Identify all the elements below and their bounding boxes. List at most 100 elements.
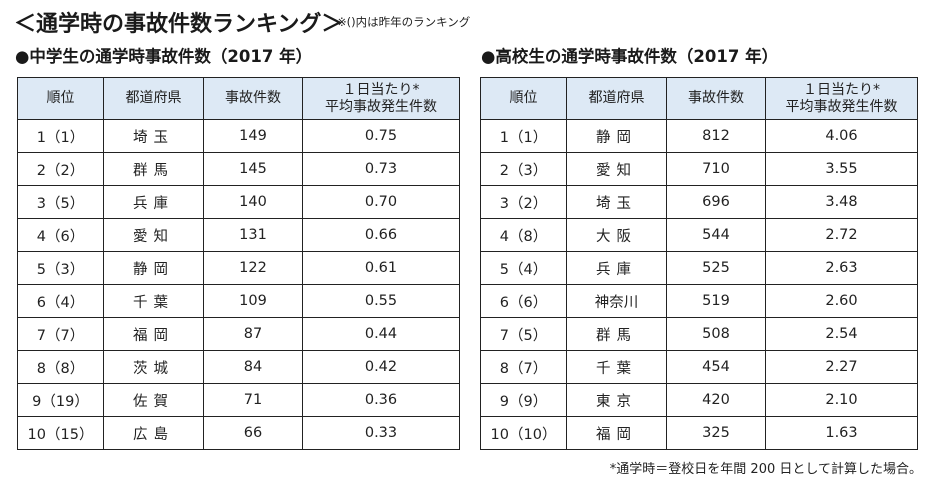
daily-average-cell: 2.60 [765,284,918,318]
daily-average-cell: 4.06 [765,119,918,153]
rank-cell: 6（4） [17,284,104,318]
daily-average-cell: 0.36 [302,383,460,417]
daily-average-cell: 2.10 [765,383,918,417]
count-cell: 710 [666,152,766,186]
prefecture-cell: 兵庫 [103,185,204,219]
count-cell: 71 [203,383,303,417]
count-cell: 544 [666,218,766,252]
daily-average-cell: 2.27 [765,350,918,384]
count-cell: 87 [203,317,303,351]
prefecture-cell: 神奈川 [566,284,667,318]
header-avg-line2: 平均事故発生件数 [785,98,898,115]
high-school-rows: 1（1） 静岡 812 4.06 2（3） 愛知 710 3.55 3（2） 埼玉 696 3.48 4… [480,119,918,450]
rank-cell: 7（7） [17,317,104,351]
header-daily-average: １日当たり* 平均事故発生件数 [765,77,918,120]
daily-average-cell: 3.55 [765,152,918,186]
count-cell: 508 [666,317,766,351]
prefecture-cell: 福岡 [103,317,204,351]
rank-cell: 4（8） [480,218,567,252]
rank-cell: 5（4） [480,251,567,285]
count-cell: 84 [203,350,303,384]
table-row: 6（4） 千葉 109 0.55 [17,284,460,318]
prefecture-cell: 茨城 [103,350,204,384]
count-cell: 131 [203,218,303,252]
count-cell: 109 [203,284,303,318]
table-row: 5（4） 兵庫 525 2.63 [480,251,918,285]
count-cell: 122 [203,251,303,285]
count-cell: 812 [666,119,766,153]
daily-average-cell: 0.70 [302,185,460,219]
count-cell: 66 [203,416,303,450]
junior-high-table-title: ●中学生の通学時事故件数（2017 年） [15,47,313,66]
rank-cell: 1（1） [480,119,567,153]
table-row: 1（1） 静岡 812 4.06 [480,119,918,153]
table-header-row: 順位 都道府県 事故件数 １日当たり* 平均事故発生件数 [480,77,918,120]
rank-cell: 4（6） [17,218,104,252]
junior-high-rows: 1（1） 埼玉 149 0.75 2（2） 群馬 145 0.73 3（5） 兵庫 140 0.70 4… [17,119,460,450]
daily-average-cell: 1.63 [765,416,918,450]
prefecture-cell: 佐賀 [103,383,204,417]
footnote: *通学時＝登校日を年間 200 日として計算した場合。 [609,462,922,477]
rank-cell: 10（15） [17,416,104,450]
daily-average-cell: 0.55 [302,284,460,318]
rank-cell: 3（2） [480,185,567,219]
count-cell: 420 [666,383,766,417]
page-title: ＜通学時の事故件数ランキング＞ [14,12,344,37]
prefecture-cell: 福岡 [566,416,667,450]
table-row: 1（1） 埼玉 149 0.75 [17,119,460,153]
table-row: 2（2） 群馬 145 0.73 [17,152,460,186]
header-rank: 順位 [17,77,104,120]
rank-cell: 10（10） [480,416,567,450]
rank-cell: 3（5） [17,185,104,219]
count-cell: 145 [203,152,303,186]
rank-cell: 8（7） [480,350,567,384]
count-cell: 525 [666,251,766,285]
rank-cell: 6（6） [480,284,567,318]
count-cell: 454 [666,350,766,384]
rank-cell: 2（2） [17,152,104,186]
daily-average-cell: 0.75 [302,119,460,153]
table-row: 8（7） 千葉 454 2.27 [480,350,918,384]
table-row: 3（2） 埼玉 696 3.48 [480,185,918,219]
daily-average-cell: 0.33 [302,416,460,450]
table-row: 4（8） 大阪 544 2.72 [480,218,918,252]
rank-cell: 8（8） [17,350,104,384]
high-school-table: 順位 都道府県 事故件数 １日当たり* 平均事故発生件数 1（1） 静岡 812 4.… [480,77,918,450]
prefecture-cell: 静岡 [566,119,667,153]
daily-average-cell: 2.72 [765,218,918,252]
table-row: 4（6） 愛知 131 0.66 [17,218,460,252]
prefecture-cell: 群馬 [566,317,667,351]
prefecture-cell: 愛知 [103,218,204,252]
header-prefecture: 都道府県 [566,77,667,120]
table-row: 6（6） 神奈川 519 2.60 [480,284,918,318]
table-row: 5（3） 静岡 122 0.61 [17,251,460,285]
prefecture-cell: 群馬 [103,152,204,186]
prefecture-cell: 大阪 [566,218,667,252]
table-row: 7（7） 福岡 87 0.44 [17,317,460,351]
rank-cell: 9（19） [17,383,104,417]
table-row: 9（19） 佐賀 71 0.36 [17,383,460,417]
table-row: 10（15） 広島 66 0.33 [17,416,460,450]
rank-cell: 5（3） [17,251,104,285]
table-row: 9（9） 東京 420 2.10 [480,383,918,417]
header-prefecture: 都道府県 [103,77,204,120]
count-cell: 325 [666,416,766,450]
count-cell: 140 [203,185,303,219]
header-avg-line1: １日当たり* [342,81,420,98]
header-daily-average: １日当たり* 平均事故発生件数 [302,77,460,120]
table-row: 3（5） 兵庫 140 0.70 [17,185,460,219]
prefecture-cell: 広島 [103,416,204,450]
table-row: 10（10） 福岡 325 1.63 [480,416,918,450]
prefecture-cell: 千葉 [103,284,204,318]
prefecture-cell: 兵庫 [566,251,667,285]
prefecture-cell: 東京 [566,383,667,417]
daily-average-cell: 0.44 [302,317,460,351]
prefecture-cell: 静岡 [103,251,204,285]
rank-cell: 9（9） [480,383,567,417]
count-cell: 519 [666,284,766,318]
header-rank: 順位 [480,77,567,120]
prefecture-cell: 愛知 [566,152,667,186]
count-cell: 149 [203,119,303,153]
rank-cell: 2（3） [480,152,567,186]
high-school-table-title: ●高校生の通学時事故件数（2017 年） [481,47,779,66]
